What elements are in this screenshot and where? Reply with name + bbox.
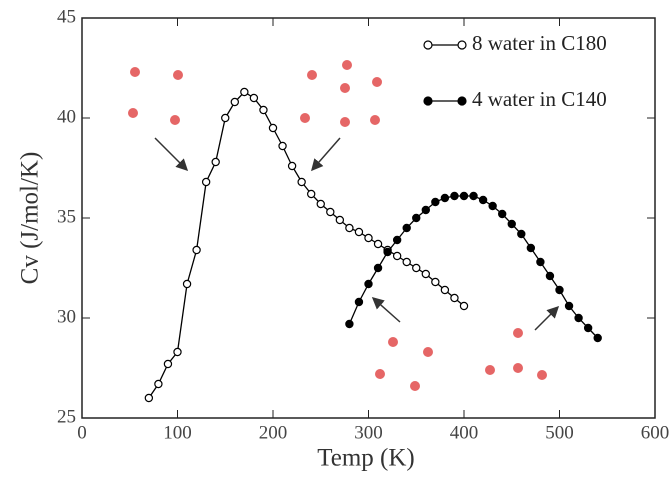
data-point — [259, 105, 268, 115]
data-point — [392, 251, 402, 261]
data-point — [287, 161, 297, 171]
x-tick-label: 300 — [354, 422, 383, 443]
y-tick-label: 45 — [57, 6, 76, 27]
data-point — [364, 233, 373, 243]
data-point — [469, 191, 478, 201]
data-point — [583, 323, 593, 333]
data-point — [545, 271, 555, 281]
data-point — [431, 197, 440, 207]
data-point — [154, 379, 163, 389]
data-point — [373, 239, 383, 249]
legend-marker — [423, 96, 433, 106]
data-point — [354, 227, 364, 237]
data-point — [249, 93, 259, 103]
data-point — [564, 301, 574, 311]
x-tick-label: 200 — [259, 422, 288, 443]
data-point — [211, 157, 220, 167]
x-tick-label: 500 — [545, 422, 574, 443]
data-point — [555, 285, 564, 295]
data-point — [182, 279, 192, 289]
data-point — [450, 191, 459, 201]
data-point — [478, 195, 488, 205]
data-point — [431, 277, 440, 287]
plot-frame — [81, 17, 656, 419]
data-point — [173, 347, 182, 357]
x-tick-label: 600 — [641, 422, 670, 443]
data-point — [459, 191, 469, 201]
y-tick-label: 30 — [57, 306, 76, 327]
data-point — [345, 223, 354, 233]
data-point — [402, 257, 411, 267]
data-point — [230, 97, 239, 107]
data-point — [240, 87, 249, 97]
data-point — [593, 333, 602, 343]
y-tick-label: 40 — [57, 106, 76, 127]
data-point — [412, 263, 421, 273]
data-point — [440, 285, 450, 295]
data-point — [526, 243, 536, 253]
data-point — [354, 297, 364, 307]
data-point — [335, 215, 345, 225]
data-point — [536, 257, 545, 267]
x-tick-label: 400 — [450, 422, 479, 443]
data-point — [450, 293, 459, 303]
data-point — [316, 199, 325, 209]
data-point — [373, 263, 383, 273]
data-point — [574, 313, 583, 323]
data-point — [440, 193, 450, 203]
data-point — [402, 223, 411, 233]
data-point — [421, 269, 430, 279]
data-point — [307, 189, 316, 199]
data-point — [268, 123, 278, 133]
legend-label: 8 water in C180 — [472, 31, 607, 55]
legend-marker — [423, 40, 433, 50]
legend-marker — [457, 40, 467, 50]
data-point — [221, 113, 230, 123]
data-point — [421, 205, 430, 215]
data-point — [163, 359, 173, 369]
x-tick-label: 0 — [77, 422, 87, 443]
legend-marker — [457, 96, 467, 106]
molecule-insets — [128, 60, 547, 391]
data-point — [364, 279, 373, 289]
data-point — [383, 247, 392, 257]
series-line — [148, 91, 465, 399]
data-point — [488, 201, 497, 211]
data-point — [297, 177, 306, 187]
data-point — [192, 245, 201, 255]
x-axis-label: Temp (K) — [317, 445, 415, 472]
series-line — [348, 195, 599, 339]
data-point — [412, 213, 421, 223]
data-point — [507, 219, 516, 229]
y-tick-label: 35 — [57, 206, 76, 227]
data-point — [345, 319, 354, 329]
data-point — [201, 177, 211, 187]
data-point — [498, 209, 507, 219]
data-point — [459, 301, 469, 311]
y-tick-label: 25 — [57, 406, 76, 427]
x-tick-label: 100 — [163, 422, 192, 443]
data-point — [517, 229, 526, 239]
data-point — [278, 141, 287, 151]
data-point — [144, 393, 154, 403]
y-axis-label: Cv (J/mol/K) — [17, 152, 44, 285]
data-point — [326, 207, 335, 217]
inset-arrows — [154, 137, 560, 331]
legend-label: 4 water in C140 — [472, 87, 607, 111]
data-point — [392, 235, 402, 245]
